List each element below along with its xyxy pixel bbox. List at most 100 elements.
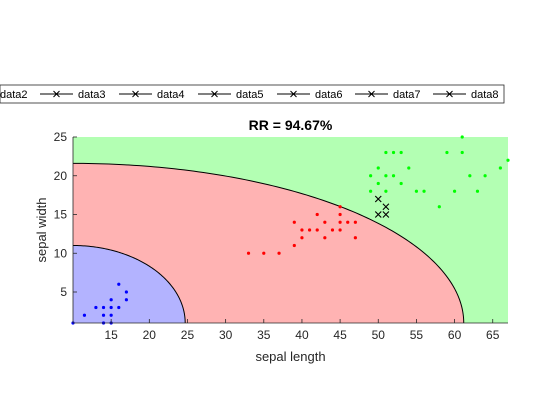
plot-area: 15 20 25 30 35 40 45 50 55 60 65 5 10 15 20 25: [54, 130, 510, 342]
point: [391, 174, 396, 178]
point: [353, 220, 357, 224]
point: [109, 313, 113, 317]
point: [445, 150, 449, 155]
legend-entry: data5: [198, 89, 264, 101]
point: [323, 236, 327, 240]
point: [82, 313, 87, 317]
point: [109, 298, 113, 302]
legend: data2 data3 data4 data5 data6 data7 data8: [0, 84, 505, 104]
axes: 15 20 25 30 35 40 45 50 55 60 65 5 10 15 20 25: [54, 130, 508, 342]
point-cross: [382, 203, 390, 211]
point-cross: [382, 211, 390, 218]
point: [330, 228, 335, 232]
point: [300, 228, 304, 232]
point: [338, 228, 342, 232]
x-tick-label: 50: [372, 328, 386, 342]
x-tick-label: 30: [219, 328, 233, 342]
point: [292, 220, 296, 224]
point: [437, 205, 441, 209]
point: [307, 228, 312, 232]
point: [407, 166, 411, 170]
point: [124, 298, 129, 302]
point: [384, 189, 388, 193]
point: [475, 189, 480, 193]
legend-entry: data3: [40, 89, 106, 101]
point: [460, 135, 464, 139]
point: [338, 220, 342, 224]
legend-entry: data4: [119, 89, 185, 101]
point: [506, 158, 510, 162]
point: [422, 189, 426, 193]
point-cross: [374, 195, 382, 203]
point-cross-stroke: [382, 211, 390, 218]
x-tick-label: 60: [448, 328, 462, 342]
data-points: [71, 135, 510, 325]
x-tick-label: 65: [486, 328, 500, 342]
point: [384, 174, 388, 178]
point: [483, 174, 487, 178]
x-tick-label: 35: [257, 328, 271, 342]
point: [323, 220, 327, 224]
point: [101, 305, 106, 310]
legend-label: data7: [393, 89, 421, 101]
point: [124, 290, 129, 294]
legend-marker-cross: [290, 90, 297, 98]
region-blue: [73, 245, 186, 323]
y-tick-label: 15: [54, 208, 68, 222]
region-red: [73, 163, 464, 323]
point: [338, 212, 342, 217]
point: [376, 181, 380, 186]
point: [376, 166, 380, 170]
legend-entry: data6: [277, 89, 343, 101]
chart-title: RR = 94.67%: [249, 117, 333, 133]
x-tick-label: 25: [181, 328, 195, 342]
y-tick-label: 5: [60, 285, 67, 299]
decision-boundary-2: [73, 162, 465, 323]
point: [468, 174, 472, 178]
point: [460, 150, 464, 155]
decision-boundary-1: [73, 245, 186, 323]
point: [369, 174, 373, 178]
decision-boundaries: [73, 162, 465, 323]
point: [399, 181, 403, 186]
point: [399, 150, 403, 155]
point: [117, 305, 121, 310]
point-cross-stroke: [374, 211, 382, 218]
point: [452, 189, 457, 193]
point: [300, 236, 304, 240]
legend-entry: data8: [433, 89, 499, 101]
legend-label: data6: [315, 89, 343, 101]
x-axis-label: sepal length: [255, 349, 325, 364]
x-tick-label: 20: [143, 328, 157, 342]
point: [246, 251, 251, 255]
point-cross: [374, 211, 382, 218]
legend-label: data2: [0, 89, 28, 101]
point: [369, 189, 373, 193]
legend-marker-cross: [446, 90, 453, 98]
legend-label: data4: [157, 89, 185, 101]
y-tick-label: 25: [54, 130, 68, 144]
legend-box: [0, 84, 505, 104]
point: [292, 243, 296, 248]
point: [498, 166, 502, 170]
x-tick-label: 40: [295, 328, 309, 342]
legend-marker-cross: [368, 90, 375, 98]
point: [391, 150, 396, 155]
point: [414, 189, 419, 193]
point-cross-stroke: [382, 203, 390, 211]
point: [101, 313, 106, 317]
point: [262, 251, 266, 255]
legend-label: data8: [471, 89, 499, 101]
x-tick-label: 55: [410, 328, 424, 342]
legend-label: data3: [78, 89, 106, 101]
point: [315, 212, 319, 217]
legend-label: data5: [236, 89, 264, 101]
legend-marker-cross: [53, 90, 60, 98]
legend-entry: data7: [355, 89, 421, 101]
legend-entry: data2: [0, 89, 28, 101]
point-cross-stroke: [374, 195, 382, 203]
y-tick-label: 10: [54, 246, 68, 260]
point: [353, 236, 357, 240]
y-axis-label: sepal width: [34, 197, 49, 262]
